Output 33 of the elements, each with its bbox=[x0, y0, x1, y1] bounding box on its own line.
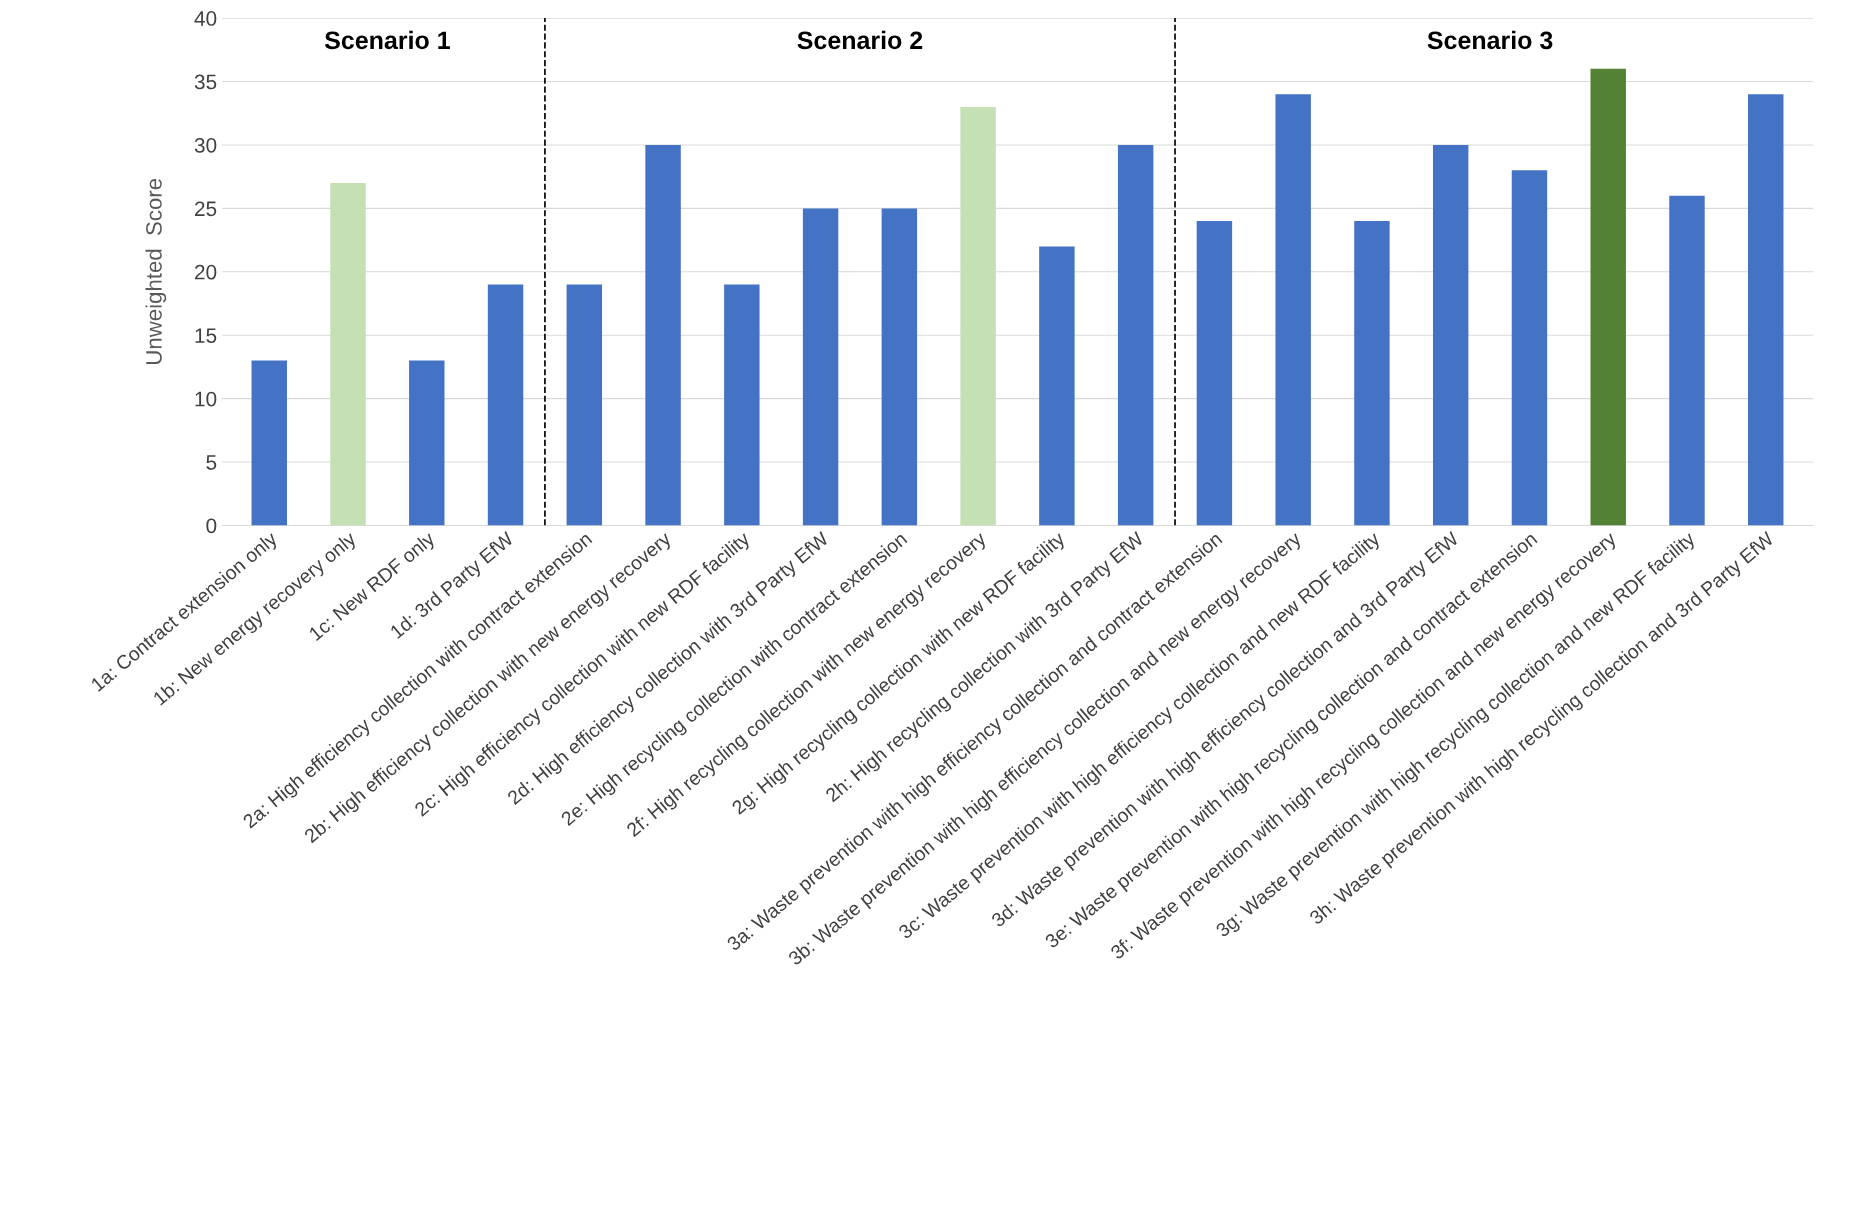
y-tick-label: 40 bbox=[194, 11, 217, 26]
bar bbox=[645, 144, 681, 526]
y-tick-label: 0 bbox=[206, 518, 217, 534]
bar bbox=[960, 106, 996, 526]
bar bbox=[1432, 144, 1469, 526]
bar bbox=[724, 284, 760, 526]
annotation: Scenario 3 bbox=[1427, 30, 1553, 50]
y-tick-label: 15 bbox=[195, 328, 217, 343]
bar bbox=[251, 360, 287, 526]
bar bbox=[1590, 68, 1626, 526]
bar bbox=[802, 208, 839, 526]
y-tick-label: 30 bbox=[194, 137, 217, 153]
bar bbox=[1117, 144, 1154, 526]
bar bbox=[881, 208, 918, 526]
bar bbox=[1039, 246, 1075, 526]
annotation: Scenario 1 bbox=[324, 30, 450, 50]
bar bbox=[1354, 221, 1390, 526]
bar bbox=[1196, 221, 1233, 526]
bar bbox=[566, 284, 603, 526]
y-tick-label: 10 bbox=[195, 391, 217, 407]
bar bbox=[330, 183, 366, 526]
y-tick-label: 5 bbox=[206, 455, 217, 470]
y-tick-label: 20 bbox=[195, 264, 217, 280]
y-tick-label: 35 bbox=[194, 74, 217, 90]
bar bbox=[1748, 94, 1784, 526]
bar bbox=[1275, 94, 1311, 526]
bar bbox=[487, 284, 524, 526]
bar bbox=[409, 360, 445, 526]
y-tick-label: 25 bbox=[195, 201, 217, 217]
bar bbox=[1511, 170, 1548, 526]
annotation: Scenario 2 bbox=[797, 30, 923, 50]
bar bbox=[1669, 195, 1705, 526]
y-axis-title: Unweighted Score bbox=[145, 178, 167, 364]
